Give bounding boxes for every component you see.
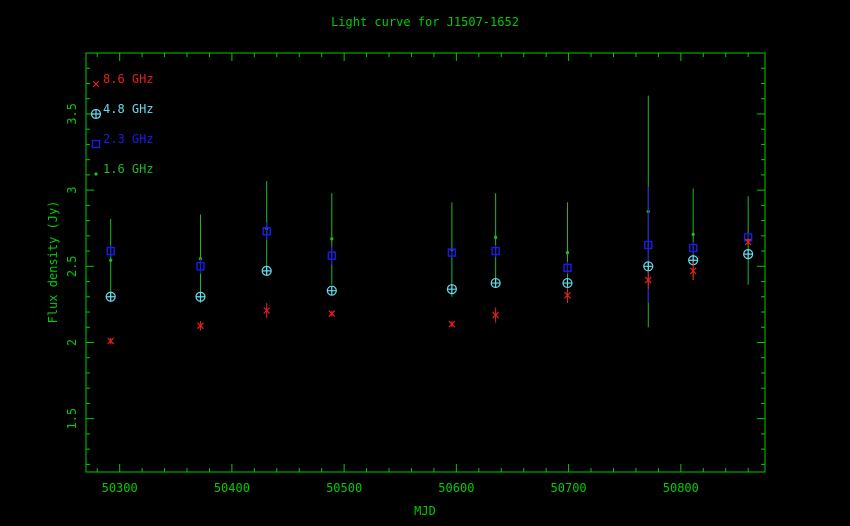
x-tick-label: 50800: [663, 481, 699, 495]
x-tick-label: 50300: [102, 481, 138, 495]
series-2-3-ghz: [106, 187, 753, 303]
axis-ticks: 50300 50400 50500 50600 50700 50800 1.5 2 2.5 3 3.…: [65, 52, 765, 495]
data-point: [263, 307, 271, 314]
x-tick-label: 50700: [551, 481, 587, 495]
legend-label: 1.6 GHz: [103, 162, 154, 176]
data-point: [563, 263, 572, 273]
data-point: [562, 277, 573, 289]
x-tick-label: 50500: [326, 481, 362, 495]
y-tick-label: 1.5: [65, 408, 79, 430]
marker-cross: [195, 292, 205, 302]
data-point: [261, 265, 272, 276]
y-tick-label: 3.5: [65, 103, 79, 125]
data-point: [328, 310, 336, 317]
legend-label: 4.8 GHz: [103, 102, 154, 116]
data-point: [691, 232, 695, 236]
series-1-6-ghz: [109, 95, 750, 328]
y-axis-label: Flux density (Jy): [46, 201, 60, 324]
data-point: [491, 246, 500, 256]
data-point: [330, 237, 334, 241]
data-point: [492, 311, 500, 319]
marker-cross: [562, 278, 572, 288]
legend-marker: [92, 80, 100, 88]
marker-cross: [447, 284, 457, 294]
data-point: [564, 291, 571, 299]
marker-cross: [262, 266, 272, 276]
data-point: [565, 250, 570, 255]
data-point: [643, 261, 654, 272]
y-tick-label: 2: [65, 339, 79, 346]
legend-marker: [90, 108, 102, 120]
data-point: [494, 235, 498, 239]
data-point: [196, 262, 205, 271]
data-point: [195, 291, 206, 302]
marker-cross: [91, 109, 101, 119]
chart-title: Light curve for J1507-1652: [331, 15, 519, 29]
data-point: [105, 291, 116, 302]
marker-cross: [327, 286, 337, 296]
legend: 8.6 GHz 4.8 GHz 2.3 GHz 1.6 GHz: [90, 72, 154, 176]
x-tick-label: 50600: [438, 481, 474, 495]
data-point: [447, 248, 457, 257]
data-point: [743, 249, 754, 260]
y-tick-label: 3: [65, 187, 79, 194]
data-point: [689, 267, 697, 275]
x-tick-label: 50400: [214, 481, 250, 495]
data-point: [326, 285, 337, 296]
data-marks: [105, 95, 754, 345]
plot-frame: [85, 52, 766, 473]
data-point: [262, 227, 271, 236]
legend-marker: [91, 139, 101, 149]
data-point: [446, 284, 457, 295]
legend-label: 2.3 GHz: [103, 132, 154, 146]
series-4-8-ghz: [105, 249, 754, 302]
series-8-6-ghz: [107, 238, 752, 345]
data-point: [490, 277, 501, 289]
data-point: [744, 238, 752, 246]
marker-cross: [643, 261, 653, 271]
legend-marker: [94, 172, 98, 176]
marker-cross: [491, 278, 501, 288]
marker-cross: [743, 249, 753, 259]
y-tick-label: 2.5: [65, 255, 79, 277]
data-point: [688, 243, 698, 253]
legend-label: 8.6 GHz: [103, 72, 154, 86]
data-point: [327, 251, 336, 260]
data-point: [644, 240, 653, 250]
data-point: [197, 322, 204, 330]
data-point: [109, 258, 113, 262]
data-point: [106, 246, 115, 256]
x-axis-label: MJD: [414, 504, 436, 518]
data-point: [448, 320, 456, 328]
marker-cross: [106, 292, 116, 302]
data-point: [107, 337, 115, 345]
data-point: [644, 276, 652, 284]
